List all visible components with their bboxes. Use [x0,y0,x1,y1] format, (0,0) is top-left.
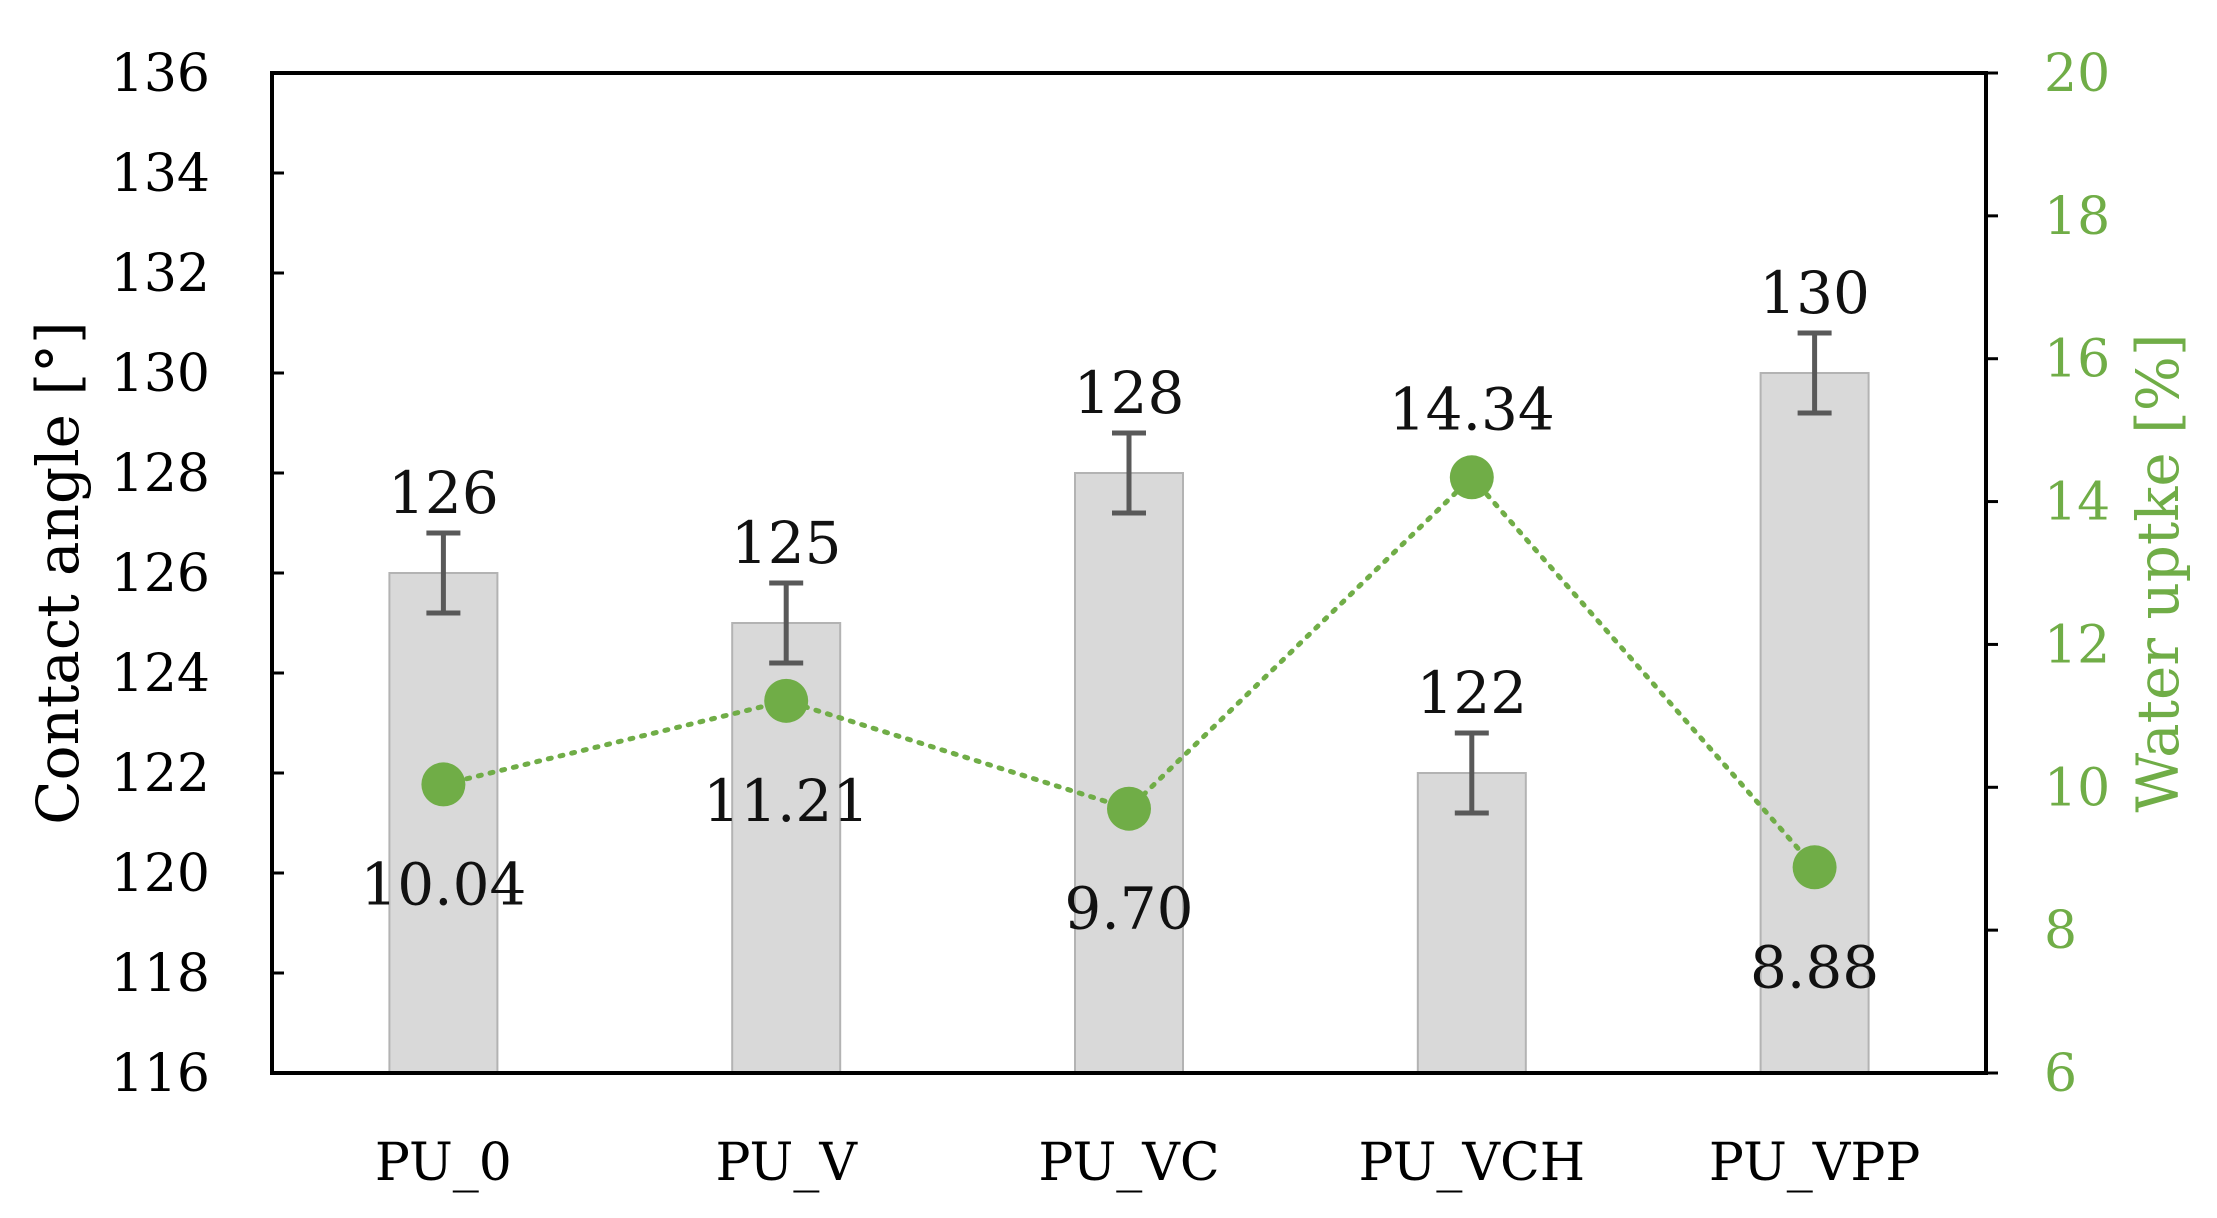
bar-label-PU_V: 125 [731,509,842,577]
y-tick-label-128: 128 [111,444,210,504]
bar-PU_0 [388,572,499,1074]
bar-label-PU_VPP: 130 [1759,259,1870,327]
y-tick-label-126: 126 [111,544,210,604]
y-axis-title: Contact angle [°] [24,321,92,824]
y-tick-label-118: 118 [111,944,210,1004]
x-tick-label-PU_VPP: PU_VPP [1709,1133,1920,1193]
x-tick-label-PU_VCH: PU_VCH [1359,1133,1586,1193]
y2-tick-label-14: 14 [2044,473,2110,533]
y2-axis-title: Water uptke [%] [2124,333,2192,812]
y-tick-label-130: 130 [111,344,210,404]
y2-tick-label-16: 16 [2044,330,2110,390]
water-uptake-label-PU_VC: 9.70 [1064,875,1193,943]
y-tick-label-136: 136 [111,44,210,104]
y-tick-label-120: 120 [111,844,210,904]
bar-PU_VC [1074,472,1184,1074]
y2-tick-label-8: 8 [2044,901,2077,961]
water-uptake-label-PU_VCH: 14.34 [1389,375,1555,443]
y-tick-label-124: 124 [111,644,210,704]
y-tick-label-134: 134 [111,144,210,204]
y-tick-label-122: 122 [111,744,210,804]
bar-PU_VPP [1759,372,1870,1074]
axes-layer: 116 118 120 122 124 126 128 130 132 134 136 6 8 10 12 1… [111,44,2110,1193]
water-uptake-point-PU_V [764,678,809,723]
x-tick-label-PU_VC: PU_VC [1038,1133,1219,1193]
error-bars-layer [426,330,1832,816]
y2-tick-label-12: 12 [2044,615,2110,675]
water-uptake-layer [421,455,1837,890]
y2-tick-label-20: 20 [2044,44,2110,104]
water-uptake-point-PU_0 [421,762,466,807]
y-tick-label-132: 132 [111,244,210,304]
y2-tick-label-18: 18 [2044,187,2110,247]
water-uptake-point-PU_VPP [1792,845,1837,890]
x-tick-label-PU_0: PU_0 [375,1133,512,1193]
water-uptake-label-PU_V: 11.21 [703,767,869,835]
bar-label-PU_VCH: 122 [1416,659,1527,727]
y2-tick-label-10: 10 [2044,758,2110,818]
water-uptake-label-PU_VPP: 8.88 [1750,933,1879,1001]
y-tick-label-116: 116 [111,1044,210,1104]
x-tick-label-PU_V: PU_V [715,1133,858,1193]
bar-label-PU_0: 126 [388,459,499,527]
bar-label-PU_VC: 128 [1074,359,1185,427]
water-uptake-point-PU_VC [1107,786,1151,831]
y2-tick-label-6: 6 [2044,1044,2077,1104]
water-uptake-label-PU_0: 10.04 [360,850,526,918]
data-labels-layer: 126 125 128 122 130 10.04 11.21 9.70 14.34 8.88 [360,259,1879,1001]
water-uptake-point-PU_VCH [1449,455,1494,500]
bar-PU_VCH [1416,772,1527,1074]
